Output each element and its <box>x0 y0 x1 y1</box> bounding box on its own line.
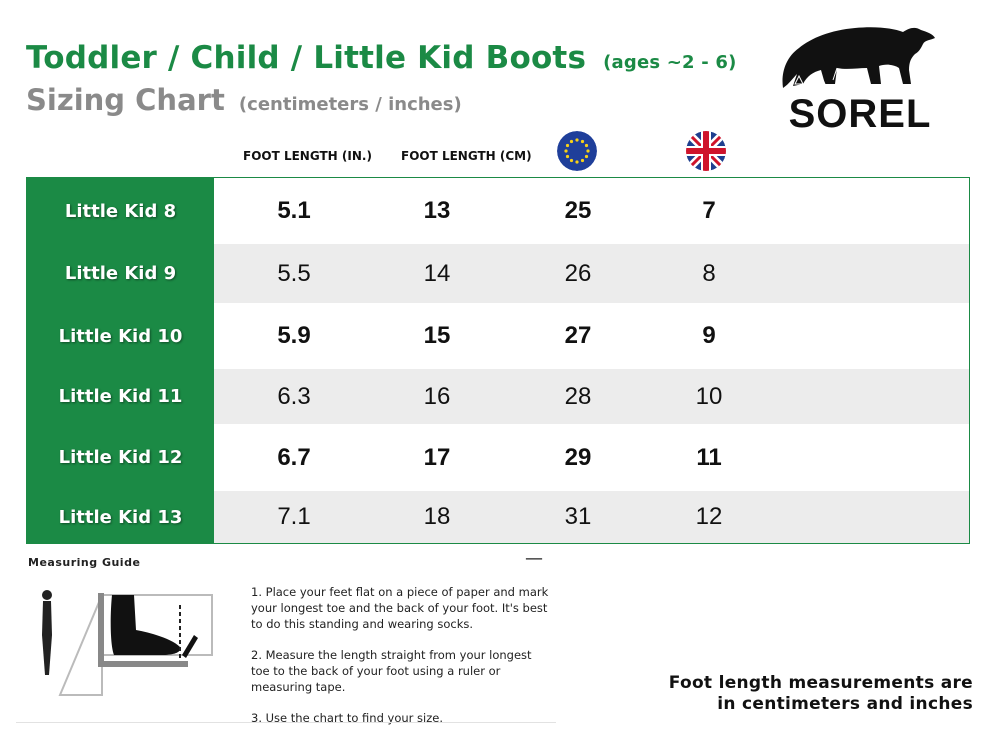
cell-foot-length-cm: 18 <box>423 503 451 530</box>
cell-foot-length-in: 7.1 <box>277 503 311 530</box>
units-note-line-1: Foot length measurements are <box>668 673 973 693</box>
measuring-guide-title: Measuring Guide <box>28 556 141 569</box>
page-subtitle: Sizing Chart (centimeters / inches) <box>26 83 462 117</box>
eu-flag-icon <box>557 131 597 171</box>
brand-logo: SOREL <box>775 18 945 136</box>
table-row: Little Kid 10 5.9 15 27 9 <box>27 303 969 369</box>
row-size-label: Little Kid 13 <box>27 491 214 543</box>
cell-foot-length-in: 5.9 <box>277 322 311 349</box>
brand-name: SOREL <box>788 92 932 136</box>
cell-uk-size: 9 <box>702 322 716 349</box>
cell-foot-length-cm: 16 <box>423 382 451 410</box>
size-chart-table: Little Kid 8 5.1 13 25 7 Little Kid 9 5.5 14 26 8… <box>26 177 970 544</box>
table-row: Little Kid 12 6.7 17 29 11 <box>27 424 969 491</box>
cell-uk-size: 11 <box>696 443 722 471</box>
subtitle-units: (centimeters / inches) <box>238 94 462 115</box>
cell-foot-length-in: 5.5 <box>277 259 311 287</box>
guide-step-1: 1. Place your feet flat on a piece of pa… <box>251 585 549 631</box>
uk-flag-icon <box>686 131 726 171</box>
cell-eu-size: 31 <box>564 503 592 530</box>
cell-foot-length-in: 6.3 <box>277 382 311 410</box>
guide-step-3: 3. Use the chart to find your size. <box>251 711 444 725</box>
cell-eu-size: 28 <box>564 382 592 410</box>
cell-eu-size: 26 <box>564 259 592 287</box>
guide-divider <box>16 722 556 723</box>
row-size-label: Little Kid 12 <box>27 424 214 491</box>
cell-uk-size: 7 <box>702 197 716 224</box>
cell-foot-length-cm: 14 <box>423 259 451 287</box>
col-head-foot-length-in: FOOT LENGTH (IN.) <box>243 149 372 163</box>
title-ages: (ages ~2 - 6) <box>603 52 737 73</box>
cell-foot-length-cm: 17 <box>423 443 451 471</box>
cell-eu-size: 27 <box>564 322 592 349</box>
row-size-label: Little Kid 8 <box>27 178 214 244</box>
collapse-guide-button[interactable]: — <box>525 548 543 569</box>
cell-uk-size: 12 <box>695 503 723 530</box>
units-note: Foot length measurements are in centimet… <box>669 673 973 715</box>
title-text: Toddler / Child / Little Kid Boots <box>26 40 587 76</box>
units-note-line-2: in centimeters and inches <box>717 694 973 714</box>
measuring-guide-steps: 1. Place your feet flat on a piece of pa… <box>251 584 551 741</box>
row-size-label: Little Kid 11 <box>27 369 214 424</box>
guide-step-2: 2. Measure the length straight from your… <box>251 648 532 694</box>
cell-uk-size: 10 <box>695 382 723 410</box>
cell-foot-length-in: 6.7 <box>277 443 311 471</box>
cell-foot-length-cm: 13 <box>423 197 451 224</box>
row-size-label: Little Kid 10 <box>27 303 214 369</box>
row-size-label: Little Kid 9 <box>27 244 214 303</box>
cell-eu-size: 25 <box>564 197 592 224</box>
cell-foot-length-in: 5.1 <box>277 197 311 224</box>
cell-foot-length-cm: 15 <box>423 322 451 349</box>
table-row: Little Kid 9 5.5 14 26 8 <box>27 244 969 303</box>
page-title: Toddler / Child / Little Kid Boots (ages… <box>26 40 737 76</box>
polar-bear-icon <box>782 27 935 88</box>
cell-eu-size: 29 <box>564 443 592 471</box>
table-row: Little Kid 13 7.1 18 31 12 <box>27 491 969 543</box>
table-row: Little Kid 8 5.1 13 25 7 <box>27 178 969 244</box>
table-row: Little Kid 11 6.3 16 28 10 <box>27 369 969 424</box>
cell-uk-size: 8 <box>702 259 716 287</box>
col-head-foot-length-cm: FOOT LENGTH (CM) <box>401 149 532 163</box>
foot-measuring-icon <box>32 585 222 700</box>
subtitle-text: Sizing Chart <box>26 83 225 117</box>
